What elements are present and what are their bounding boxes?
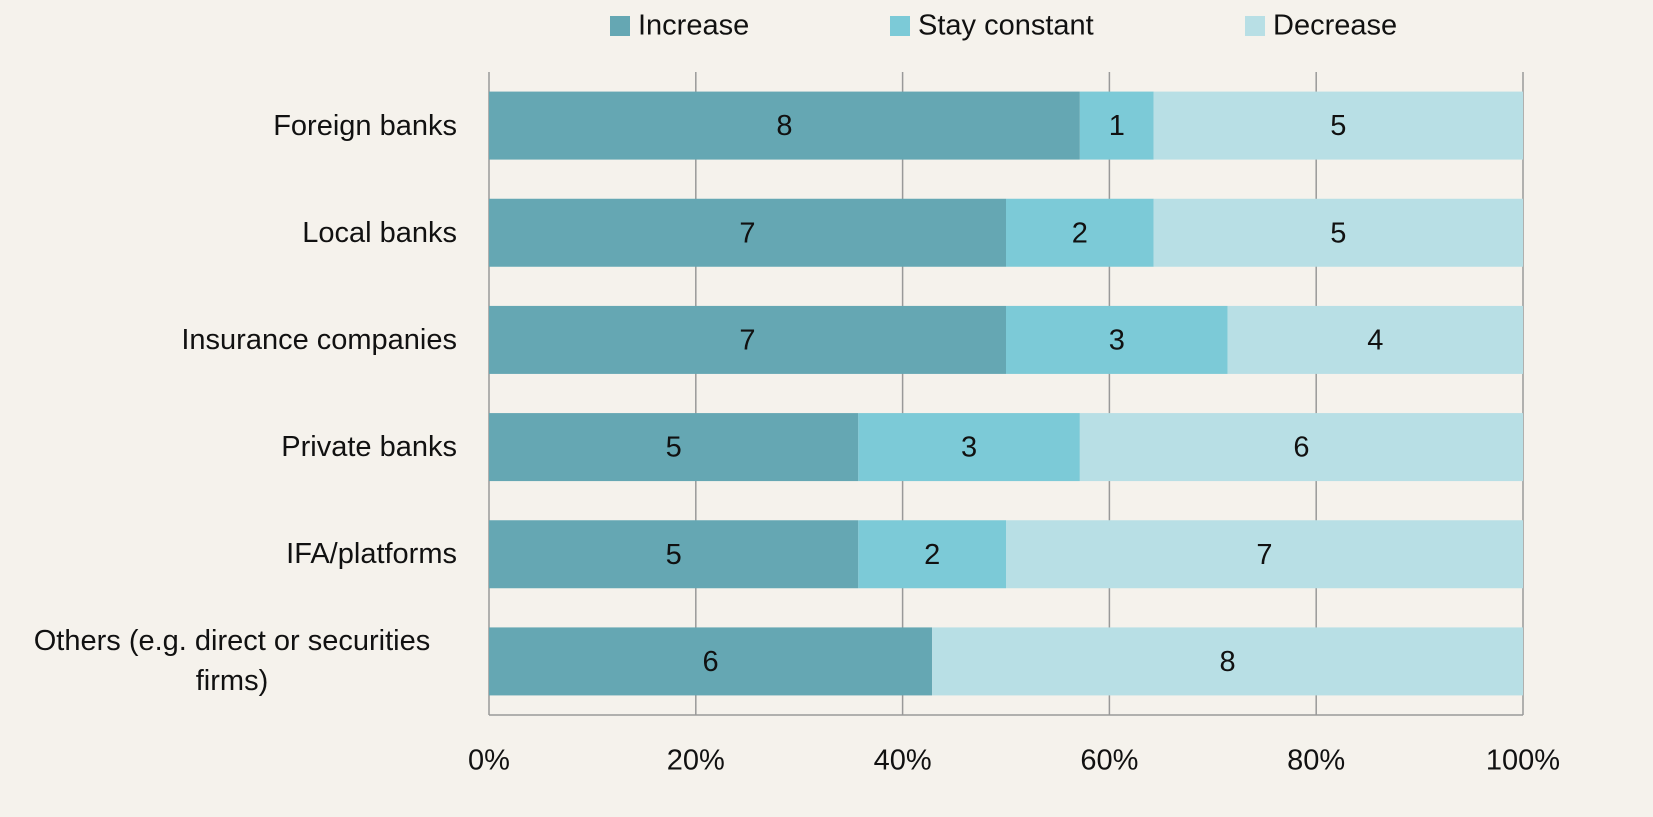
y-tick-label: IFA/platforms xyxy=(286,538,457,571)
bar-segment xyxy=(858,520,1006,589)
x-tick-label: 80% xyxy=(1287,745,1345,777)
bar-segment xyxy=(1079,413,1523,482)
x-tick-label: 40% xyxy=(874,745,932,777)
bar-segment xyxy=(1006,520,1523,589)
y-tick-label: Private banks xyxy=(281,431,457,464)
x-tick-label: 0% xyxy=(468,745,510,777)
data-label: 5 xyxy=(666,432,682,464)
data-label: 6 xyxy=(703,646,719,678)
bar-segment xyxy=(489,627,933,696)
data-label: 5 xyxy=(666,539,682,571)
bar-segment xyxy=(932,627,1523,696)
bar-segment xyxy=(1153,91,1523,160)
bar-segment xyxy=(489,305,1006,374)
data-label: 8 xyxy=(1220,646,1236,678)
data-label: 7 xyxy=(739,217,755,249)
legend-swatch xyxy=(890,16,910,36)
bar-segment xyxy=(489,520,859,589)
legend-label: Stay constant xyxy=(918,10,1094,42)
x-tick-label: 60% xyxy=(1080,745,1138,777)
y-tick-label: Foreign banks xyxy=(273,109,457,142)
x-tick-label: 20% xyxy=(667,745,725,777)
bar-segment xyxy=(489,91,1080,160)
data-label: 2 xyxy=(924,539,940,571)
data-label: 7 xyxy=(739,325,755,357)
x-tick-label: 100% xyxy=(1486,745,1560,777)
data-label: 8 xyxy=(776,110,792,142)
legend-label: Decrease xyxy=(1273,10,1397,42)
data-label: 6 xyxy=(1293,432,1309,464)
data-label: 5 xyxy=(1330,110,1346,142)
bar-segment xyxy=(1227,305,1523,374)
bar-segment xyxy=(858,413,1080,482)
bar-segment xyxy=(1006,305,1228,374)
bar-segment xyxy=(1006,198,1154,267)
data-label: 2 xyxy=(1072,217,1088,249)
bar-segment xyxy=(1079,91,1154,160)
data-label: 3 xyxy=(1109,325,1125,357)
bar-segment xyxy=(489,413,859,482)
y-tick-label: Insurance companies xyxy=(181,323,457,356)
legend-swatch xyxy=(610,16,630,36)
bar-segment xyxy=(1153,198,1523,267)
data-label: 4 xyxy=(1367,325,1383,357)
data-label: 5 xyxy=(1330,217,1346,249)
legend-label: Increase xyxy=(638,10,749,42)
y-tick-label: Local banks xyxy=(302,216,457,249)
data-label: 7 xyxy=(1256,539,1272,571)
bar-segment xyxy=(489,198,1006,267)
legend-swatch xyxy=(1245,16,1265,36)
y-tick-label: Others (e.g. direct or securities firms) xyxy=(33,625,431,698)
data-label: 1 xyxy=(1109,110,1125,142)
data-label: 3 xyxy=(961,432,977,464)
